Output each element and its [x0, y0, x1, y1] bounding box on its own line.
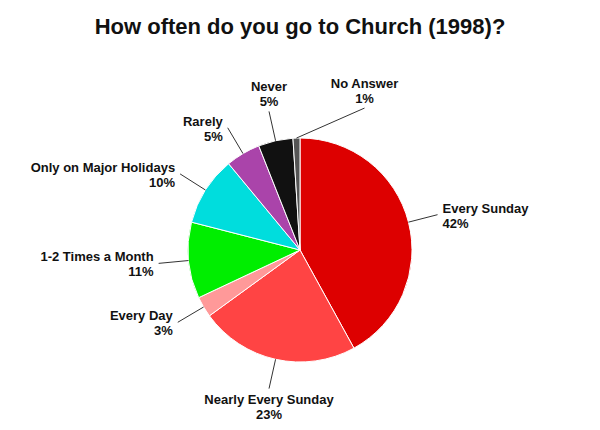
data-label: Never5%: [251, 79, 287, 109]
leader-line: [178, 307, 204, 322]
data-label: Rarely5%: [183, 114, 224, 144]
data-labels: Every Sunday42% Nearly Every Sunday23% Eve…: [31, 76, 530, 422]
title: How often do you go to Church (1998)?: [95, 14, 506, 39]
label-value: 42%: [443, 216, 469, 231]
label-category: Every Day: [110, 308, 174, 323]
leader-line: [269, 359, 276, 388]
leader-line: [159, 261, 189, 264]
label-category: 1-2 Times a Month: [40, 249, 153, 264]
slice: [293, 138, 300, 250]
label-category: No Answer: [331, 76, 398, 91]
leader-lines: [159, 108, 438, 389]
data-label: Every Sunday42%: [443, 201, 530, 231]
data-label: 1-2 Times a Month11%: [40, 249, 154, 279]
label-category: Only on Major Holidays: [31, 160, 175, 175]
data-label: Every Day3%: [110, 308, 174, 338]
label-value: 11%: [128, 264, 154, 279]
leader-line: [228, 128, 243, 154]
label-value: 3%: [154, 323, 173, 338]
label-category: Nearly Every Sunday: [204, 392, 334, 407]
label-value: 5%: [204, 129, 223, 144]
label-value: 10%: [149, 175, 175, 190]
slices: [188, 138, 412, 362]
label-value: 1%: [355, 91, 374, 106]
pie: Every Sunday42% Nearly Every Sunday23% Eve…: [31, 76, 530, 422]
chart: How often do you go to Church (1998)? Eve…: [0, 0, 600, 430]
data-label: Only on Major Holidays10%: [31, 160, 176, 190]
leader-line: [269, 111, 276, 140]
label-value: 23%: [256, 407, 282, 422]
slice: [259, 138, 300, 250]
label-category: Every Sunday: [443, 201, 530, 216]
leader-line: [296, 108, 364, 138]
data-label: No Answer1%: [331, 76, 398, 106]
label-value: 5%: [260, 94, 279, 109]
data-label: Nearly Every Sunday23%: [204, 392, 334, 422]
leader-line: [180, 174, 205, 190]
leader-line: [408, 215, 437, 222]
label-category: Rarely: [183, 114, 224, 129]
label-category: Never: [251, 79, 287, 94]
